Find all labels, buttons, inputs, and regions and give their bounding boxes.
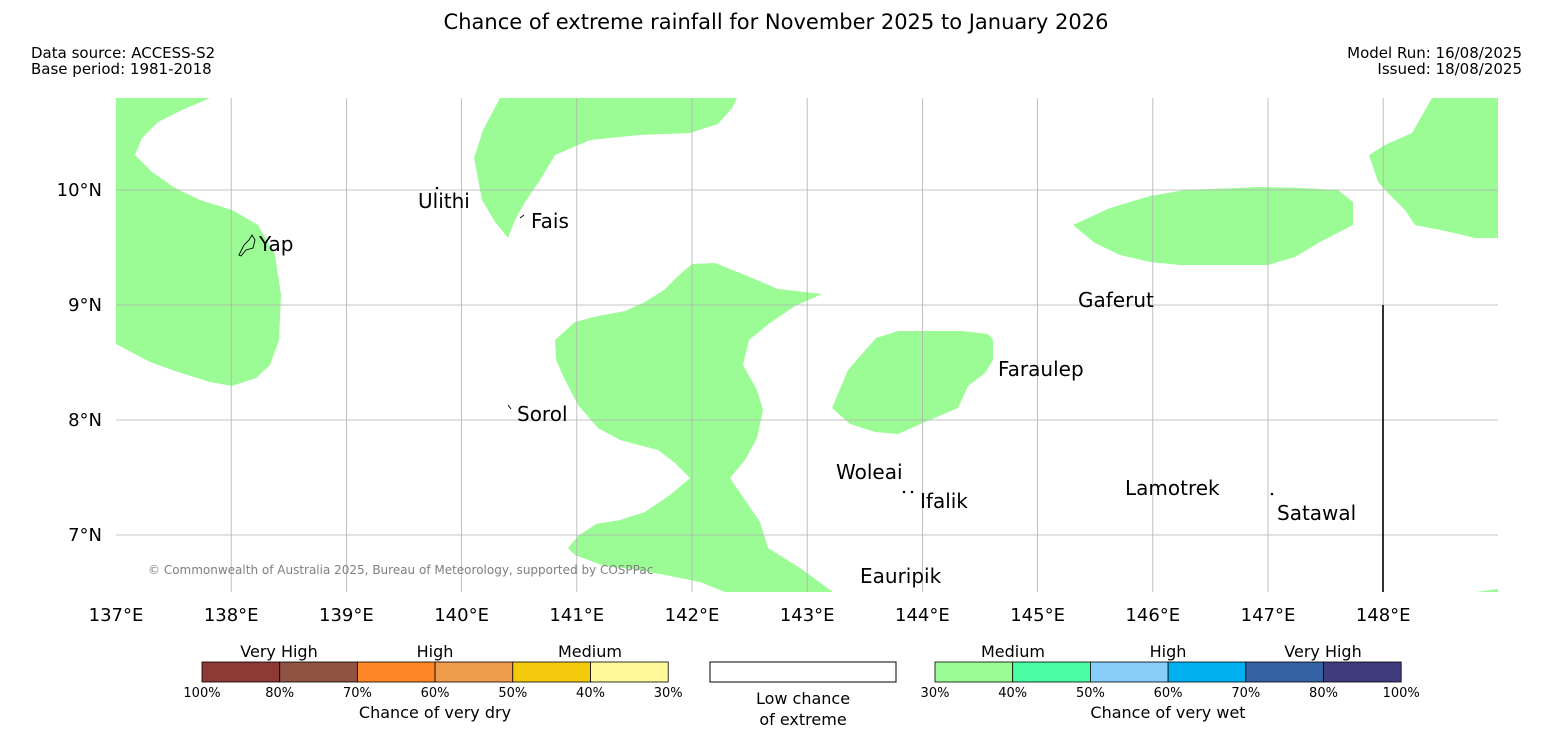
- legend-percent: 80%: [265, 686, 294, 701]
- y-tick-label: 9°N: [68, 295, 102, 316]
- base-period: Base period: 1981-2018: [31, 60, 212, 78]
- x-tick-label: 143°E: [780, 605, 835, 626]
- legend-swatch: [1167, 661, 1247, 683]
- legend-percent: 40%: [576, 686, 605, 701]
- legend-wet-percents: 30% 40% 50% 60% 70% 80% 100%: [921, 686, 1420, 701]
- y-tick-label: 7°N: [68, 525, 102, 546]
- x-tick-label: 138°E: [204, 605, 259, 626]
- region-yap: [116, 98, 281, 386]
- legend-low-swatch: [709, 661, 897, 683]
- legend-wet: Medium High Very High 30% 40% 50% 60% 70% 80%…: [921, 642, 1420, 722]
- legend-dry: Very High High Medium 100% 80% 70% 60% 50% 40…: [183, 642, 682, 722]
- island-outlines: [238, 186, 1274, 496]
- legend-swatch: [356, 661, 436, 683]
- legend-wet-high: High: [1150, 642, 1187, 661]
- x-tick-label: 144°E: [895, 605, 950, 626]
- copyright-notice: © Commonwealth of Australia 2025, Bureau…: [148, 563, 653, 577]
- yap-island-outline: [238, 234, 256, 257]
- region-central: [555, 263, 833, 592]
- region-far-east: [1369, 98, 1498, 238]
- legend-low-line2: of extreme: [759, 710, 846, 729]
- label-gaferut: Gaferut: [1078, 288, 1154, 312]
- legend-percent: 50%: [498, 686, 527, 701]
- legend-swatch: [1245, 661, 1324, 683]
- fais-island: [519, 214, 525, 219]
- x-tick-label: 147°E: [1241, 605, 1296, 626]
- legend-swatch: [279, 661, 358, 683]
- legend-dry-very-high: Very High: [240, 642, 317, 661]
- legend-percent: 100%: [183, 686, 220, 701]
- model-run: Model Run: 16/08/2025: [1347, 44, 1522, 62]
- legend-percent: 100%: [1383, 686, 1420, 701]
- legend-dry-percents: 100% 80% 70% 60% 50% 40% 30%: [183, 686, 682, 701]
- sorol-atoll: [507, 404, 512, 410]
- region-east: [1073, 187, 1353, 265]
- ulithi-atoll: [435, 186, 439, 190]
- legend-swatch: [512, 661, 591, 683]
- legend-swatch: [201, 661, 281, 683]
- legend-wet-caption: Chance of very wet: [1090, 703, 1245, 722]
- y-tick-label: 8°N: [68, 410, 102, 431]
- legend-swatch: [434, 661, 514, 683]
- legend-swatch: [1090, 661, 1169, 683]
- woleai-atoll: [902, 490, 906, 494]
- x-tick-label: 140°E: [434, 605, 489, 626]
- label-fais: Fais: [531, 209, 569, 233]
- label-ifalik: Ifalik: [920, 489, 968, 513]
- legend-percent: 70%: [1231, 686, 1260, 701]
- legend-swatch: [1323, 661, 1402, 683]
- data-source: Data source: ACCESS-S2: [31, 44, 216, 62]
- x-tick-label: 142°E: [665, 605, 720, 626]
- legend-dry-high: High: [417, 642, 454, 661]
- region-corner: [1476, 589, 1498, 592]
- x-axis-tick-labels: 137°E 138°E 139°E 140°E 141°E 142°E 143°E 144°E…: [89, 605, 1411, 626]
- legend-wet-medium: Medium: [981, 642, 1045, 661]
- legend-low-chance: Low chance of extreme: [709, 661, 897, 729]
- ifalik-atoll: [910, 490, 914, 494]
- legend-percent: 60%: [421, 686, 450, 701]
- x-tick-label: 139°E: [319, 605, 374, 626]
- label-satawal: Satawal: [1277, 501, 1356, 525]
- satawal-island: [1270, 492, 1274, 496]
- medium-wet-regions: [116, 98, 1498, 592]
- legend-percent: 80%: [1309, 686, 1338, 701]
- legend-percent: 60%: [1154, 686, 1183, 701]
- label-yap: Yap: [258, 232, 293, 256]
- meta-left: Data source: ACCESS-S2 Base period: 1981…: [31, 45, 215, 77]
- label-eauripik: Eauripik: [860, 564, 942, 588]
- legend-swatch: [590, 661, 669, 683]
- legend-percent: 30%: [921, 686, 950, 701]
- legend-percent: 70%: [343, 686, 372, 701]
- legend-wet-swatches: [934, 661, 1402, 683]
- issued-date: Issued: 18/08/2025: [1377, 60, 1522, 78]
- x-tick-label: 146°E: [1125, 605, 1180, 626]
- y-tick-label: 10°N: [57, 180, 102, 201]
- legend-dry-medium: Medium: [558, 642, 622, 661]
- legend-percent: 50%: [1076, 686, 1105, 701]
- legend-percent: 40%: [998, 686, 1027, 701]
- legend-swatch: [1012, 661, 1091, 683]
- x-tick-label: 141°E: [549, 605, 604, 626]
- legend-percent: 30%: [654, 686, 683, 701]
- label-faraulep: Faraulep: [998, 357, 1084, 381]
- region-woleai: [832, 331, 993, 434]
- label-lamotrek: Lamotrek: [1125, 476, 1220, 500]
- label-ulithi: Ulithi: [418, 189, 470, 213]
- x-tick-label: 145°E: [1010, 605, 1065, 626]
- legend-low-line1: Low chance: [756, 689, 850, 708]
- label-sorol: Sorol: [517, 402, 568, 426]
- page-title: Chance of extreme rainfall for November …: [443, 10, 1109, 34]
- region-ulithi-fais: [474, 98, 737, 238]
- x-tick-label: 148°E: [1356, 605, 1411, 626]
- y-axis-tick-labels: 10°N 9°N 8°N 7°N: [57, 180, 102, 546]
- meta-right: Model Run: 16/08/2025 Issued: 18/08/2025: [1347, 45, 1522, 77]
- label-woleai: Woleai: [836, 460, 903, 484]
- legend-dry-swatches: [201, 661, 669, 683]
- x-tick-label: 137°E: [89, 605, 144, 626]
- legend-dry-caption: Chance of very dry: [359, 703, 511, 722]
- legend-swatch: [934, 661, 1014, 683]
- legend-wet-very-high: Very High: [1284, 642, 1361, 661]
